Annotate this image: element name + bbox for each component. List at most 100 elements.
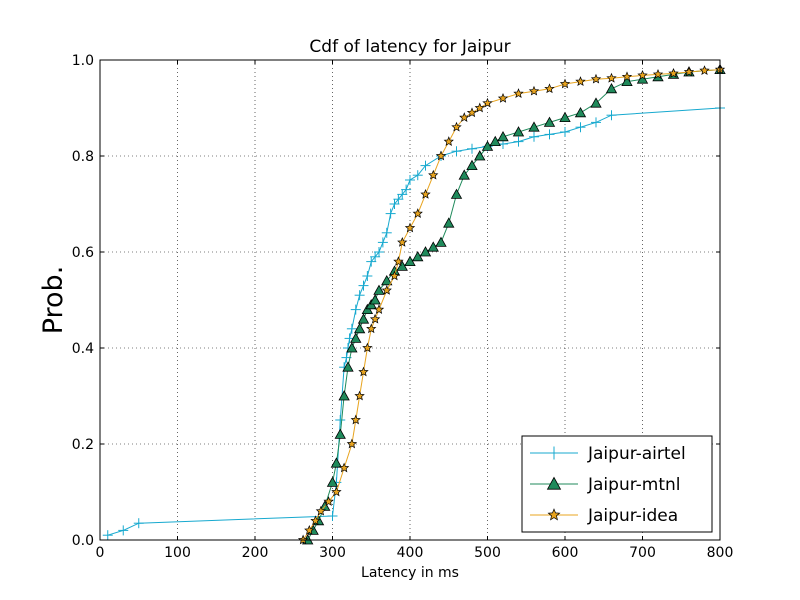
data-point — [450, 188, 463, 199]
data-point — [420, 188, 431, 199]
data-point — [513, 136, 524, 147]
data-point — [331, 486, 342, 497]
data-point — [330, 457, 343, 468]
data-point — [528, 85, 540, 96]
data-point — [350, 304, 361, 315]
data-point — [528, 121, 540, 132]
data-point — [451, 146, 462, 157]
data-point — [412, 170, 423, 181]
data-point — [327, 511, 338, 521]
legend-label: Jaipur-idea — [587, 506, 678, 526]
data-point — [350, 332, 362, 343]
data-point — [606, 110, 617, 121]
data-point — [354, 290, 365, 301]
legend-label: Jaipur-mtnl — [587, 475, 680, 495]
data-point — [621, 71, 633, 82]
data-point — [482, 97, 493, 108]
data-point — [133, 518, 144, 529]
data-point — [397, 236, 408, 247]
data-point — [338, 390, 350, 401]
x-tick-label: 200 — [242, 545, 269, 561]
x-tick-label: 500 — [474, 545, 501, 561]
x-tick-label: 0 — [96, 545, 105, 561]
data-point — [381, 227, 392, 238]
data-point — [353, 322, 366, 334]
data-point — [350, 414, 361, 425]
data-point — [574, 106, 587, 118]
data-point — [512, 126, 525, 137]
data-point — [393, 256, 404, 266]
data-point — [466, 107, 478, 118]
x-tick-label: 700 — [629, 545, 656, 561]
legend-marker — [547, 446, 561, 460]
data-point — [338, 462, 350, 473]
data-point — [366, 256, 377, 267]
data-point — [459, 112, 470, 122]
data-point — [606, 72, 617, 83]
data-point — [467, 143, 477, 154]
data-point — [591, 117, 601, 128]
y-tick-label: 0.8 — [72, 149, 94, 165]
data-point — [443, 217, 455, 228]
data-point — [118, 525, 129, 536]
data-point — [335, 415, 346, 425]
data-point — [358, 366, 369, 377]
data-point — [428, 169, 439, 180]
data-point — [362, 342, 373, 353]
data-point — [605, 82, 618, 94]
chart-title: Cdf of latency for Jaipur — [309, 37, 510, 57]
data-point — [559, 78, 571, 89]
legend-marker — [547, 508, 561, 521]
data-point — [575, 122, 586, 133]
data-point — [435, 236, 447, 247]
data-point — [529, 131, 539, 142]
data-point — [369, 313, 381, 324]
data-point — [346, 342, 358, 353]
data-point — [560, 127, 570, 137]
x-axis-ticks: 0 100 200 300 400 500 600 700 800 — [96, 60, 733, 561]
data-point — [544, 83, 555, 94]
legend-marker — [546, 476, 562, 490]
y-tick-label: 1.0 — [72, 53, 94, 69]
data-point — [357, 313, 370, 324]
data-point — [590, 97, 602, 108]
data-point — [405, 175, 415, 185]
data-point — [385, 208, 396, 219]
data-point — [474, 150, 486, 161]
data-point — [366, 323, 377, 334]
data-point — [389, 199, 400, 209]
data-point — [102, 530, 113, 541]
data-point — [310, 515, 321, 526]
data-point — [590, 73, 602, 84]
data-point — [412, 208, 423, 218]
data-point — [559, 111, 571, 122]
data-point — [668, 67, 679, 78]
data-point — [377, 237, 388, 248]
y-tick-label: 0.0 — [72, 533, 94, 549]
data-point — [370, 251, 381, 262]
data-point — [497, 130, 509, 142]
data-point — [544, 129, 555, 140]
y-tick-label: 0.6 — [72, 245, 94, 261]
legend-item: Jaipur-idea — [530, 506, 678, 526]
legend-label: Jaipur-airtel — [587, 444, 686, 464]
data-point — [683, 66, 695, 77]
x-axis-title: Latency in ms — [361, 565, 459, 581]
legend-item: Jaipur-mtnl — [530, 475, 680, 495]
data-point — [389, 270, 400, 281]
y-tick-label: 0.4 — [72, 341, 94, 357]
data-point — [374, 247, 384, 257]
data-point — [362, 271, 373, 281]
data-point — [354, 390, 365, 401]
legend-item: Jaipur-airtel — [530, 444, 686, 464]
data-point — [358, 280, 369, 291]
data-point — [699, 65, 710, 75]
data-point — [373, 304, 385, 314]
data-point — [497, 92, 509, 103]
data-point — [346, 438, 358, 449]
data-point — [637, 70, 648, 80]
data-point — [369, 294, 381, 305]
data-point — [397, 189, 408, 200]
data-point — [304, 524, 315, 535]
